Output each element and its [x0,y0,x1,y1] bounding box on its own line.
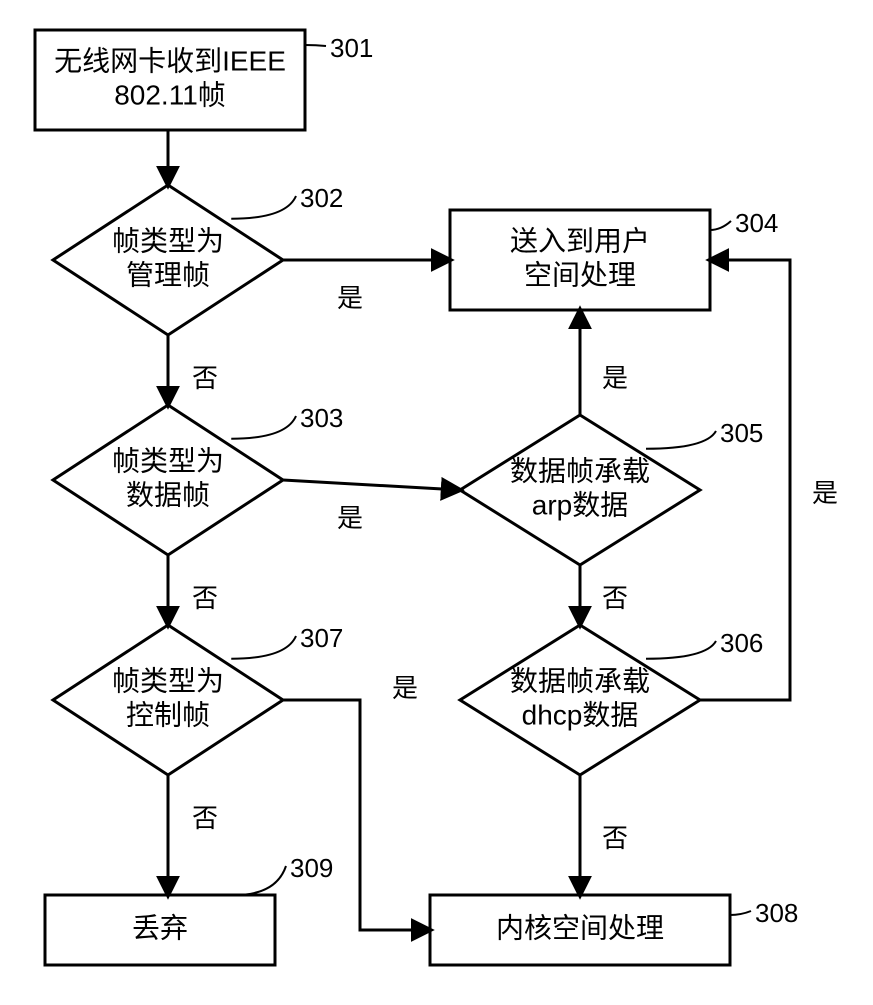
node-text-n306-0: 数据帧承载 [510,665,650,696]
label-n303: 303 [300,403,343,433]
edge-label-6: 否 [602,583,628,613]
node-text-n301-1: 802.11帧 [114,79,226,110]
edge-label-10: 是 [392,673,418,703]
label-n305: 305 [720,418,763,448]
edge-n307-n308 [283,700,430,930]
edge-label-9: 否 [192,803,218,833]
label-n307: 307 [300,623,343,653]
edge-label-8: 否 [602,823,628,853]
node-text-n303-1: 数据帧 [126,479,210,510]
label-n308: 308 [755,898,798,928]
node-text-n302-1: 管理帧 [126,259,210,290]
node-text-n303-0: 帧类型为 [112,445,224,476]
node-text-n305-1: arp数据 [532,489,628,520]
node-text-n305-0: 数据帧承载 [510,455,650,486]
edge-label-7: 是 [812,478,838,508]
node-text-n301-0: 无线网卡收到IEEE [54,45,286,76]
node-text-n304-1: 空间处理 [524,259,636,290]
label-n306: 306 [720,628,763,658]
node-text-n304-0: 送入到用户 [510,225,650,256]
edge-label-2: 是 [337,283,363,313]
edge-label-4: 是 [337,503,363,533]
label-n304: 304 [735,208,778,238]
node-text-n307-0: 帧类型为 [112,665,224,696]
node-text-n307-1: 控制帧 [126,699,210,730]
edge-n303-n305 [283,480,460,490]
edge-label-3: 否 [192,583,218,613]
edge-label-1: 否 [192,363,218,393]
label-n301: 301 [330,33,373,63]
node-text-n308-0: 内核空间处理 [496,912,664,943]
node-text-n306-1: dhcp数据 [522,699,639,730]
node-text-n309-0: 丢弃 [132,912,188,943]
node-text-n302-0: 帧类型为 [112,225,224,256]
label-n309: 309 [290,853,333,883]
label-n302: 302 [300,183,343,213]
edge-label-5: 是 [602,363,628,393]
